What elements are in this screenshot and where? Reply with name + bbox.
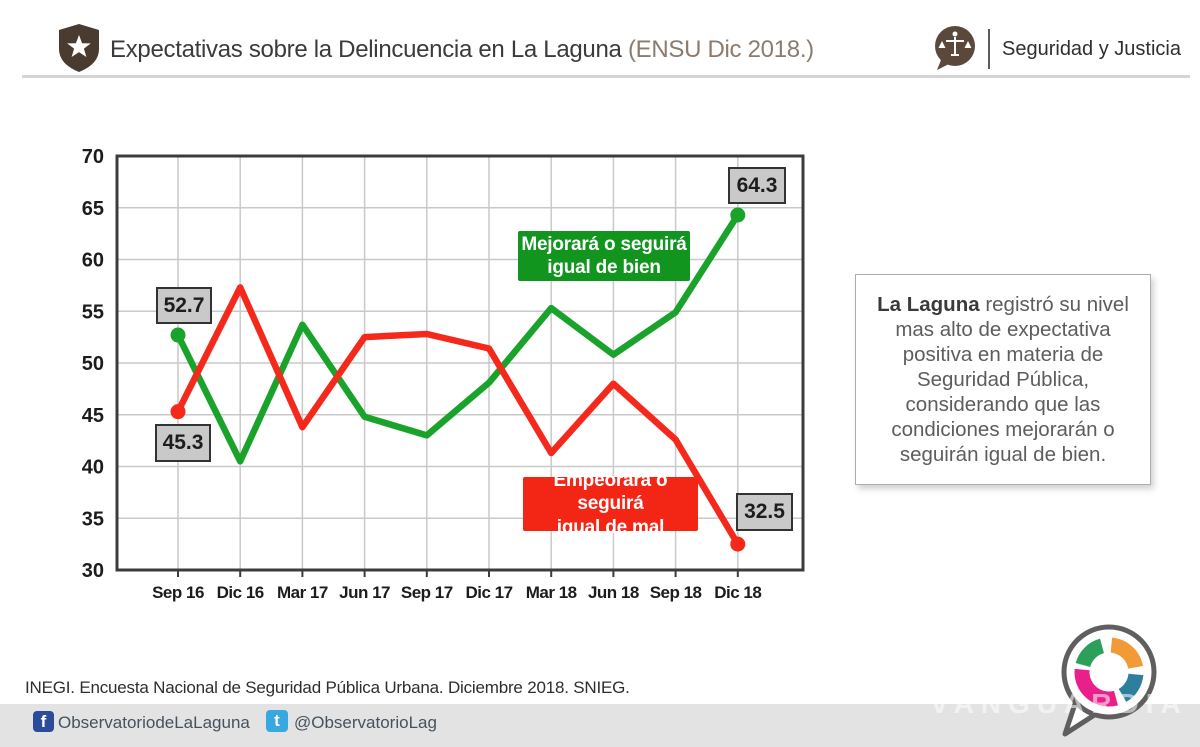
y-tick-label: 35 [82, 508, 104, 530]
source-text: INEGI. Encuesta Nacional de Seguridad Pú… [25, 678, 630, 697]
y-tick-label: 55 [82, 301, 104, 323]
value-badge-green-end: 64.3 [728, 167, 786, 204]
series-line-0 [174, 211, 742, 465]
x-tick-label: Sep 16 [152, 583, 204, 602]
series-label-positive-line2: igual de bien [547, 257, 661, 278]
note-card: La Laguna registró su nivel mas alto de … [855, 274, 1151, 485]
x-tick-label: Dic 16 [217, 583, 264, 602]
x-tick-label: Mar 17 [277, 583, 328, 602]
x-tick-label: Dic 17 [465, 583, 512, 602]
twitter-icon[interactable]: t [266, 710, 288, 732]
header-divider [988, 29, 990, 69]
y-tick-label: 50 [82, 353, 104, 375]
x-tick-label: Jun 18 [588, 583, 639, 602]
series-endpoint [730, 536, 746, 552]
series-endpoint [170, 327, 186, 343]
series-endpoint [170, 404, 186, 420]
value-badge-red-start: 45.3 [155, 424, 211, 462]
series-line-1 [174, 284, 742, 548]
facebook-icon[interactable]: f [33, 711, 54, 732]
y-tick-label: 40 [82, 457, 104, 479]
series-label-positive-line1: Mejorará o seguirá [521, 233, 687, 255]
y-tick-label: 45 [82, 405, 104, 427]
y-tick-label: 30 [82, 560, 104, 582]
axis-frame [115, 154, 805, 572]
twitter-handle[interactable]: @ObservatorioLag [294, 713, 437, 732]
series-endpoint [730, 207, 746, 223]
page-title: Expectativas sobre la Delincuencia en La… [110, 36, 814, 64]
series-label-negative: Empeorará o seguirá igual de mal [523, 470, 698, 538]
star-shield-icon [59, 24, 99, 72]
section-label: Seguridad y Justicia [1002, 38, 1181, 60]
page-title-main: Expectativas sobre la Delincuencia en La… [110, 36, 628, 63]
value-badge-green-start: 52.7 [156, 287, 212, 324]
social-bar [0, 704, 1200, 747]
y-tick-label: 65 [82, 198, 104, 220]
donut-bubble-logo [1061, 624, 1157, 737]
value-badge-red-end: 32.5 [736, 493, 793, 531]
chart-canvas: Sep 16 Dic 16 Mar 17 Jun 17 Sep 17 Dic 17 Mar … [82, 146, 805, 602]
y-tick-label: 60 [82, 250, 104, 272]
x-tick-label: Jun 17 [339, 583, 390, 602]
series-label-positive: Mejorará o seguirá igual de bien [518, 231, 690, 281]
justice-bubble-icon [935, 26, 975, 70]
header-underline [22, 75, 1190, 78]
x-tick-label: Mar 18 [526, 583, 577, 602]
x-tick-label: Sep 17 [401, 583, 453, 602]
series-label-negative-line2: igual de mal [556, 516, 665, 538]
series-label-negative-line1: Empeorará o seguirá [553, 470, 668, 515]
trend-chart: Sep 16 Dic 16 Mar 17 Jun 17 Sep 17 Dic 17 Mar … [60, 140, 850, 620]
page-title-suffix: (ENSU Dic 2018.) [627, 36, 814, 63]
note-highlight: La Laguna [877, 293, 980, 316]
x-tick-label: Sep 18 [650, 583, 702, 602]
note-text: registró su nivel mas alto de expectativ… [891, 293, 1129, 466]
facebook-handle[interactable]: ObservatoriodeLaLaguna [58, 713, 250, 732]
x-tick-label: Dic 18 [714, 583, 761, 602]
y-tick-label: 70 [82, 146, 104, 168]
